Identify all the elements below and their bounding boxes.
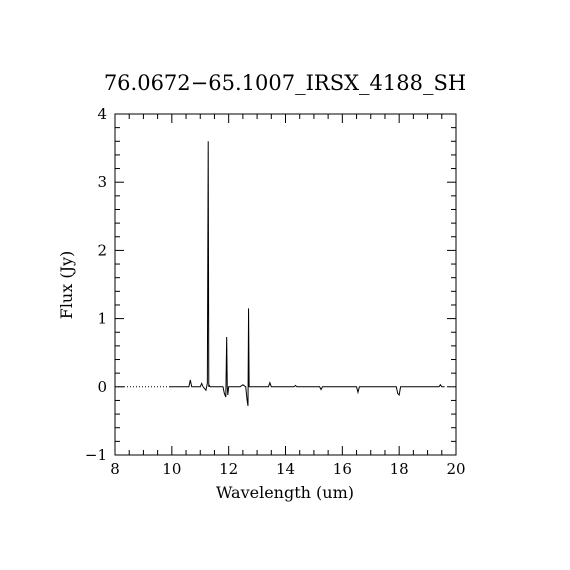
x-tick-label: 16 bbox=[333, 460, 352, 478]
y-tick-label: 4 bbox=[97, 105, 107, 123]
y-tick-label: 3 bbox=[97, 173, 107, 191]
y-tick-label: 2 bbox=[97, 241, 107, 259]
x-tick-label: 12 bbox=[219, 460, 238, 478]
y-tick-label: 1 bbox=[97, 310, 107, 328]
x-axis-label: Wavelength (um) bbox=[216, 483, 354, 502]
axis-ticks bbox=[114, 113, 457, 456]
x-tick-label: 8 bbox=[110, 460, 120, 478]
plot-frame bbox=[114, 113, 457, 456]
y-axis-label: Flux (Jy) bbox=[57, 251, 76, 320]
x-tick-label: 20 bbox=[446, 460, 465, 478]
y-tick-label: 0 bbox=[97, 378, 107, 396]
spectrum-series-line bbox=[168, 141, 445, 406]
plot-data bbox=[115, 141, 445, 406]
y-tick-label: −1 bbox=[85, 446, 107, 464]
x-tick-label: 18 bbox=[390, 460, 409, 478]
x-tick-label: 14 bbox=[276, 460, 295, 478]
x-tick-label: 10 bbox=[162, 460, 181, 478]
chart-title: 76.0672−65.1007_IRSX_4188_SH bbox=[104, 71, 466, 95]
